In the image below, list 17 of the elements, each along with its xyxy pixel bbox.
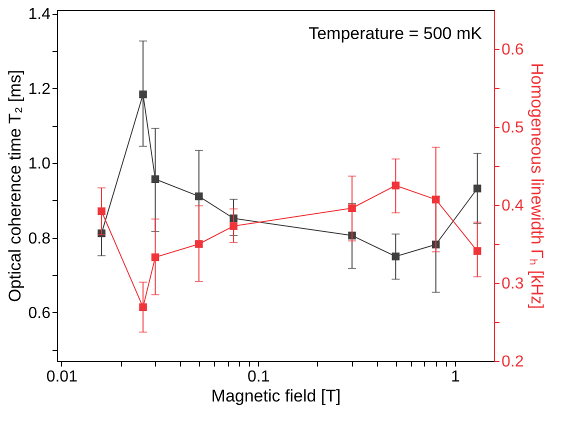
- y2-axis-title: Homogeneous linewidth Γₕ [kHz]: [528, 63, 547, 309]
- y2-tick-label: 0.5: [502, 120, 524, 136]
- annotation: Temperature = 500 mK: [308, 24, 483, 43]
- x-tick-label: 0.01: [46, 368, 78, 386]
- x-tick-label: 1: [450, 368, 460, 386]
- y-tick-label: 0.8: [28, 230, 51, 248]
- y2-tick-label: 0.3: [502, 276, 524, 292]
- y-tick-label: 1.4: [28, 6, 51, 24]
- y2-tick-label: 0.6: [502, 42, 524, 58]
- y-tick-label: 1.0: [28, 156, 51, 173]
- y2-tick-label: 0.2: [502, 354, 524, 370]
- y2-tick-label: 0.4: [502, 198, 524, 214]
- x-axis-title: Magnetic field [T]: [211, 386, 341, 406]
- x-tick-label: 0.1: [248, 368, 270, 386]
- y-axis-title: Optical coherence time T₂ [ms]: [5, 70, 24, 302]
- y-tick-label: 1.2: [28, 80, 51, 98]
- y-tick-label: 0.6: [28, 304, 51, 322]
